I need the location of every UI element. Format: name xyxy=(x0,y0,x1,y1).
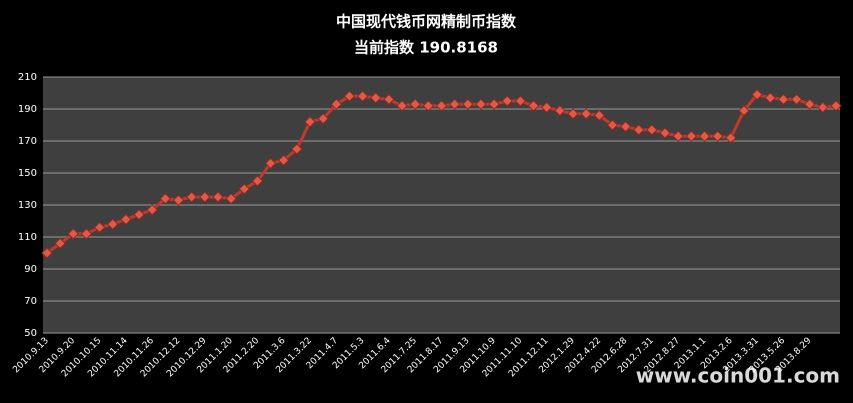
point-marker xyxy=(80,228,93,240)
point-marker xyxy=(751,88,763,101)
point-marker xyxy=(396,100,408,112)
chart-subtitle: 当前指数 190.8168 xyxy=(354,39,498,57)
point-marker xyxy=(462,98,474,110)
point-marker xyxy=(527,100,540,112)
point-marker xyxy=(435,100,448,112)
point-marker xyxy=(225,192,237,205)
y-tick-label: 190 xyxy=(18,104,37,115)
point-marker xyxy=(264,157,277,170)
y-tick-label: 110 xyxy=(18,232,37,243)
point-marker xyxy=(304,116,316,128)
point-marker xyxy=(475,98,487,110)
point-marker xyxy=(803,98,816,110)
point-marker xyxy=(777,93,790,106)
point-marker xyxy=(277,154,290,166)
point-marker xyxy=(554,104,566,117)
point-marker xyxy=(738,104,750,117)
point-marker xyxy=(488,98,500,110)
point-marker xyxy=(356,90,369,102)
point-marker xyxy=(448,98,461,110)
point-marker xyxy=(291,143,303,155)
point-marker xyxy=(238,183,250,195)
point-marker xyxy=(199,191,211,203)
point-marker xyxy=(67,228,80,240)
point-marker xyxy=(172,194,185,206)
point-marker xyxy=(185,191,198,203)
chart-title: 中国现代钱币网精制币指数 xyxy=(336,13,517,31)
point-marker xyxy=(330,98,343,110)
point-marker xyxy=(120,213,132,226)
point-marker xyxy=(93,221,106,234)
point-marker xyxy=(422,100,435,112)
point-marker xyxy=(343,90,356,102)
y-tick-label: 210 xyxy=(18,72,37,83)
y-tick-label: 150 xyxy=(18,168,37,179)
point-marker xyxy=(790,93,803,106)
point-marker xyxy=(830,100,842,112)
point-marker xyxy=(159,192,172,205)
point-marker xyxy=(146,204,158,216)
point-marker xyxy=(383,93,395,106)
point-marker xyxy=(698,130,711,142)
point-marker xyxy=(540,101,553,114)
point-marker xyxy=(659,127,671,139)
point-marker xyxy=(370,92,382,104)
point-marker xyxy=(646,124,658,136)
y-tick-label: 50 xyxy=(24,328,37,339)
point-marker xyxy=(606,119,619,131)
point-marker xyxy=(41,247,53,259)
point-marker xyxy=(725,132,737,144)
point-marker xyxy=(501,95,513,107)
point-marker xyxy=(672,130,684,142)
point-marker xyxy=(514,95,527,107)
point-marker xyxy=(317,112,329,125)
point-marker xyxy=(251,175,264,187)
point-marker xyxy=(593,109,606,122)
point-marker xyxy=(133,208,145,221)
point-marker xyxy=(633,124,645,136)
point-marker xyxy=(107,218,119,230)
point-marker xyxy=(409,98,421,110)
y-tick-label: 170 xyxy=(18,136,37,147)
point-marker xyxy=(567,108,579,120)
watermark: www.coin001.com xyxy=(636,364,840,388)
point-marker xyxy=(580,108,592,120)
point-marker xyxy=(54,237,66,250)
y-tick-label: 130 xyxy=(18,200,37,211)
point-marker xyxy=(685,130,698,142)
point-marker xyxy=(817,101,829,114)
point-marker xyxy=(711,130,724,142)
y-tick-label: 70 xyxy=(24,296,37,307)
y-tick-label: 90 xyxy=(24,264,37,275)
point-marker xyxy=(764,92,776,104)
point-marker xyxy=(212,191,224,203)
point-marker xyxy=(619,120,632,133)
